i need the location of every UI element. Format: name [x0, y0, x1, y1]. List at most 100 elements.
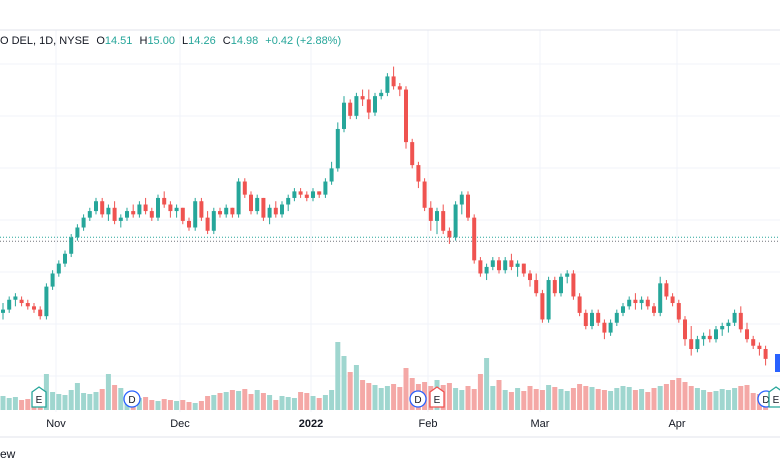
candle	[385, 73, 390, 97]
earnings_split-marker[interactable]: E	[429, 386, 445, 408]
candle	[540, 289, 545, 323]
volume-bar	[577, 384, 583, 410]
candle-body	[447, 230, 452, 238]
candle-body	[701, 335, 706, 340]
candle	[410, 138, 415, 169]
earnings-marker[interactable]: E	[768, 386, 780, 408]
candle	[13, 293, 18, 307]
volume-bar	[539, 390, 545, 410]
volume-bar	[353, 365, 359, 410]
candle	[720, 322, 725, 336]
candle-body	[273, 207, 278, 215]
candle	[286, 194, 291, 212]
volume-bar	[254, 390, 260, 410]
candle	[404, 86, 408, 149]
candle-body	[521, 263, 526, 274]
dividend-marker[interactable]: D	[123, 390, 141, 408]
candle-body	[645, 299, 650, 307]
volume-bar	[558, 389, 564, 410]
candle	[645, 296, 650, 310]
volume-bar	[527, 386, 533, 410]
dividend-label: D	[762, 395, 769, 406]
candle-body	[404, 89, 408, 143]
candle	[255, 194, 260, 215]
high-label: H	[139, 35, 148, 47]
candle	[236, 178, 241, 218]
volume-bar	[446, 383, 452, 410]
candle-body	[397, 86, 402, 90]
volume-bar	[589, 387, 595, 410]
footer-label[interactable]: ew	[0, 447, 16, 461]
candle-body	[137, 204, 142, 215]
candle	[304, 191, 309, 202]
candle	[81, 214, 86, 231]
volume-bar	[639, 389, 645, 410]
candle-body	[69, 237, 74, 254]
candle	[342, 96, 346, 133]
candle	[50, 270, 55, 290]
dividend-marker[interactable]: D	[409, 390, 427, 408]
candle	[546, 276, 551, 323]
volume-bar	[205, 396, 211, 410]
candle	[602, 319, 607, 340]
candle-body	[416, 165, 421, 182]
candle	[435, 207, 439, 235]
volume-bar	[74, 383, 80, 410]
candle-body	[373, 96, 377, 113]
symbol-legend[interactable]: O DEL, 1D, NYSE O14.51 H15.00 L14.26 C14…	[0, 35, 341, 47]
volume-bar	[298, 392, 304, 410]
earnings-marker[interactable]: E	[31, 386, 47, 408]
volume-bar	[508, 392, 514, 410]
volume-bar	[694, 388, 700, 410]
candle	[652, 303, 656, 317]
candle-body	[627, 299, 632, 307]
candle-body	[751, 339, 756, 346]
candle	[453, 201, 458, 241]
volume-bar	[471, 389, 477, 410]
candle	[366, 89, 371, 120]
candle	[552, 276, 557, 297]
candle	[44, 283, 49, 320]
candle	[391, 66, 396, 90]
candle-body	[738, 312, 743, 330]
volume-bar	[502, 390, 508, 410]
symbol-label[interactable]: O DEL, 1D, NYSE	[0, 35, 90, 47]
volume-bar	[87, 394, 93, 410]
volume-bar	[149, 400, 155, 410]
volume-bar	[118, 388, 124, 410]
candle-body	[732, 312, 737, 323]
volume-bar	[732, 388, 738, 410]
candle-body	[453, 204, 458, 238]
candle	[118, 214, 123, 228]
candle	[69, 234, 74, 258]
candle	[168, 201, 173, 218]
candle	[466, 191, 470, 221]
x-tick-label: Nov	[46, 418, 66, 430]
candle	[311, 188, 315, 202]
candle-body	[162, 197, 167, 205]
candle-body	[689, 339, 694, 350]
candle-body	[75, 227, 80, 238]
volume-bar	[521, 391, 527, 410]
candle-body	[292, 191, 297, 198]
volume-bar	[366, 383, 372, 410]
volume-bar	[515, 388, 521, 410]
volume-bar	[279, 396, 285, 410]
candle-body	[509, 260, 514, 267]
volume-bar	[0, 396, 6, 410]
candle	[180, 207, 185, 225]
x-tick-label: Dec	[170, 418, 190, 430]
candle	[125, 207, 129, 221]
candle	[7, 296, 12, 313]
volume-bar	[192, 403, 198, 410]
candle-body	[286, 197, 291, 205]
candle-body	[466, 194, 470, 218]
volume-bar	[25, 399, 31, 410]
candle-body	[763, 349, 768, 359]
volume-bar	[229, 390, 235, 410]
candle-body	[348, 102, 353, 116]
candle-body	[484, 266, 489, 274]
